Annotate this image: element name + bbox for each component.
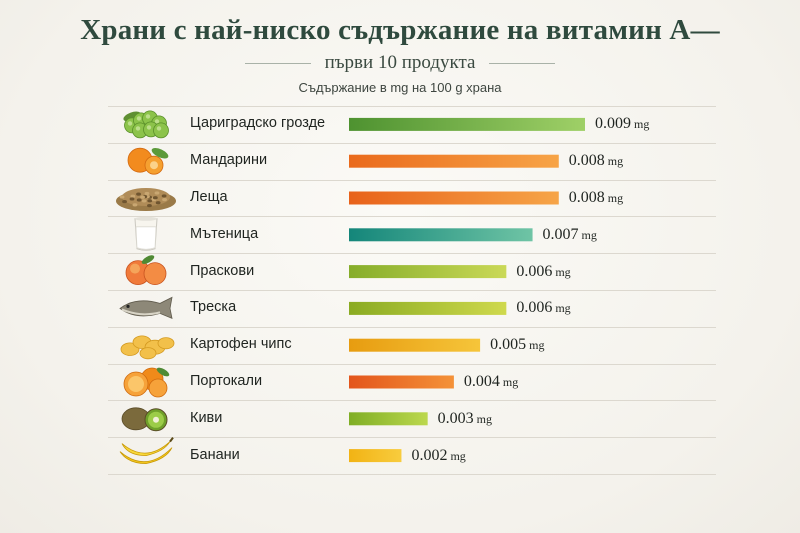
value-number: 0.003 xyxy=(437,409,474,427)
value-label: 0.007 mg xyxy=(543,226,597,244)
row-divider xyxy=(108,106,716,107)
bar xyxy=(349,191,559,205)
bar xyxy=(349,375,454,389)
gooseberry-icon xyxy=(123,110,169,139)
row-divider xyxy=(108,437,716,439)
row-divider xyxy=(108,474,716,475)
value-unit: mg xyxy=(555,301,571,316)
value-unit: mg xyxy=(581,227,597,242)
value-number: 0.007 xyxy=(542,225,579,243)
value-unit: mg xyxy=(555,264,571,279)
category-label: Праскови xyxy=(190,262,255,279)
subtitle-row: първи 10 продукта xyxy=(0,52,800,74)
value-number: 0.005 xyxy=(490,336,527,354)
orange-icon xyxy=(123,367,170,398)
category-label: Киви xyxy=(190,409,223,426)
value-unit: mg xyxy=(502,375,519,389)
value-unit: mg xyxy=(634,117,650,132)
value-number: 0.004 xyxy=(463,373,500,390)
value-number: 0.006 xyxy=(516,299,553,317)
row-divider xyxy=(108,179,716,181)
row-divider xyxy=(108,290,716,291)
row-divider xyxy=(108,326,716,328)
category-label: Картофен чипс xyxy=(190,336,292,353)
value-label: 0.006 mg xyxy=(516,299,570,317)
buttermilk-icon xyxy=(134,216,158,251)
bar xyxy=(349,154,559,168)
cod-icon xyxy=(119,296,173,320)
value-unit: mg xyxy=(529,338,545,353)
bar xyxy=(349,338,481,352)
bar xyxy=(349,301,507,315)
value-label: 0.008 mg xyxy=(569,189,623,207)
value-label: 0.008 mg xyxy=(569,152,623,170)
category-label: Мътеница xyxy=(190,225,259,242)
value-number: 0.008 xyxy=(568,152,605,170)
category-label: Треска xyxy=(190,299,237,316)
bar xyxy=(349,117,585,131)
value-number: 0.006 xyxy=(516,262,553,280)
category-label: Банани xyxy=(190,446,240,463)
value-label: 0.006 mg xyxy=(516,263,570,281)
lentils-icon xyxy=(116,188,176,211)
value-label: 0.005 mg xyxy=(490,336,544,354)
row-divider xyxy=(108,363,716,365)
value-unit: mg xyxy=(476,411,492,426)
chart-subtitle: първи 10 продукта xyxy=(324,52,476,73)
value-unit: mg xyxy=(450,448,466,463)
chart-note: Съдържание в mg на 100 g храна xyxy=(298,80,502,95)
row-divider xyxy=(108,216,716,218)
kiwi-icon xyxy=(121,407,168,432)
row-divider xyxy=(108,142,716,144)
value-number: 0.002 xyxy=(411,446,448,464)
potato-chips-icon xyxy=(120,335,175,360)
category-label: Леща xyxy=(190,189,228,205)
bar xyxy=(349,449,402,463)
row-divider xyxy=(108,400,716,402)
value-label: 0.003 mg xyxy=(438,410,492,428)
row-divider xyxy=(108,253,716,255)
mandarin-icon xyxy=(127,147,169,175)
banana-icon xyxy=(119,437,174,465)
category-label: Мандарини xyxy=(190,152,268,169)
value-label: 0.004 mg xyxy=(464,373,518,391)
value-unit: mg xyxy=(607,154,624,169)
value-label: 0.002 mg xyxy=(411,447,465,465)
bar xyxy=(349,265,507,279)
value-number: 0.009 xyxy=(595,115,631,133)
peach-icon xyxy=(125,255,167,286)
subtitle-divider-right xyxy=(489,62,556,64)
bar xyxy=(349,412,428,426)
subtitle-divider-left xyxy=(244,62,311,64)
chart-title: Храни с най-ниско съдържание на витамин … xyxy=(80,14,720,46)
value-number: 0.008 xyxy=(568,189,605,206)
value-label: 0.009 mg xyxy=(595,115,649,133)
category-label: Портокали xyxy=(190,373,263,389)
bar xyxy=(349,228,533,242)
value-unit: mg xyxy=(607,191,624,205)
category-label: Цариградско грозде xyxy=(190,115,326,132)
